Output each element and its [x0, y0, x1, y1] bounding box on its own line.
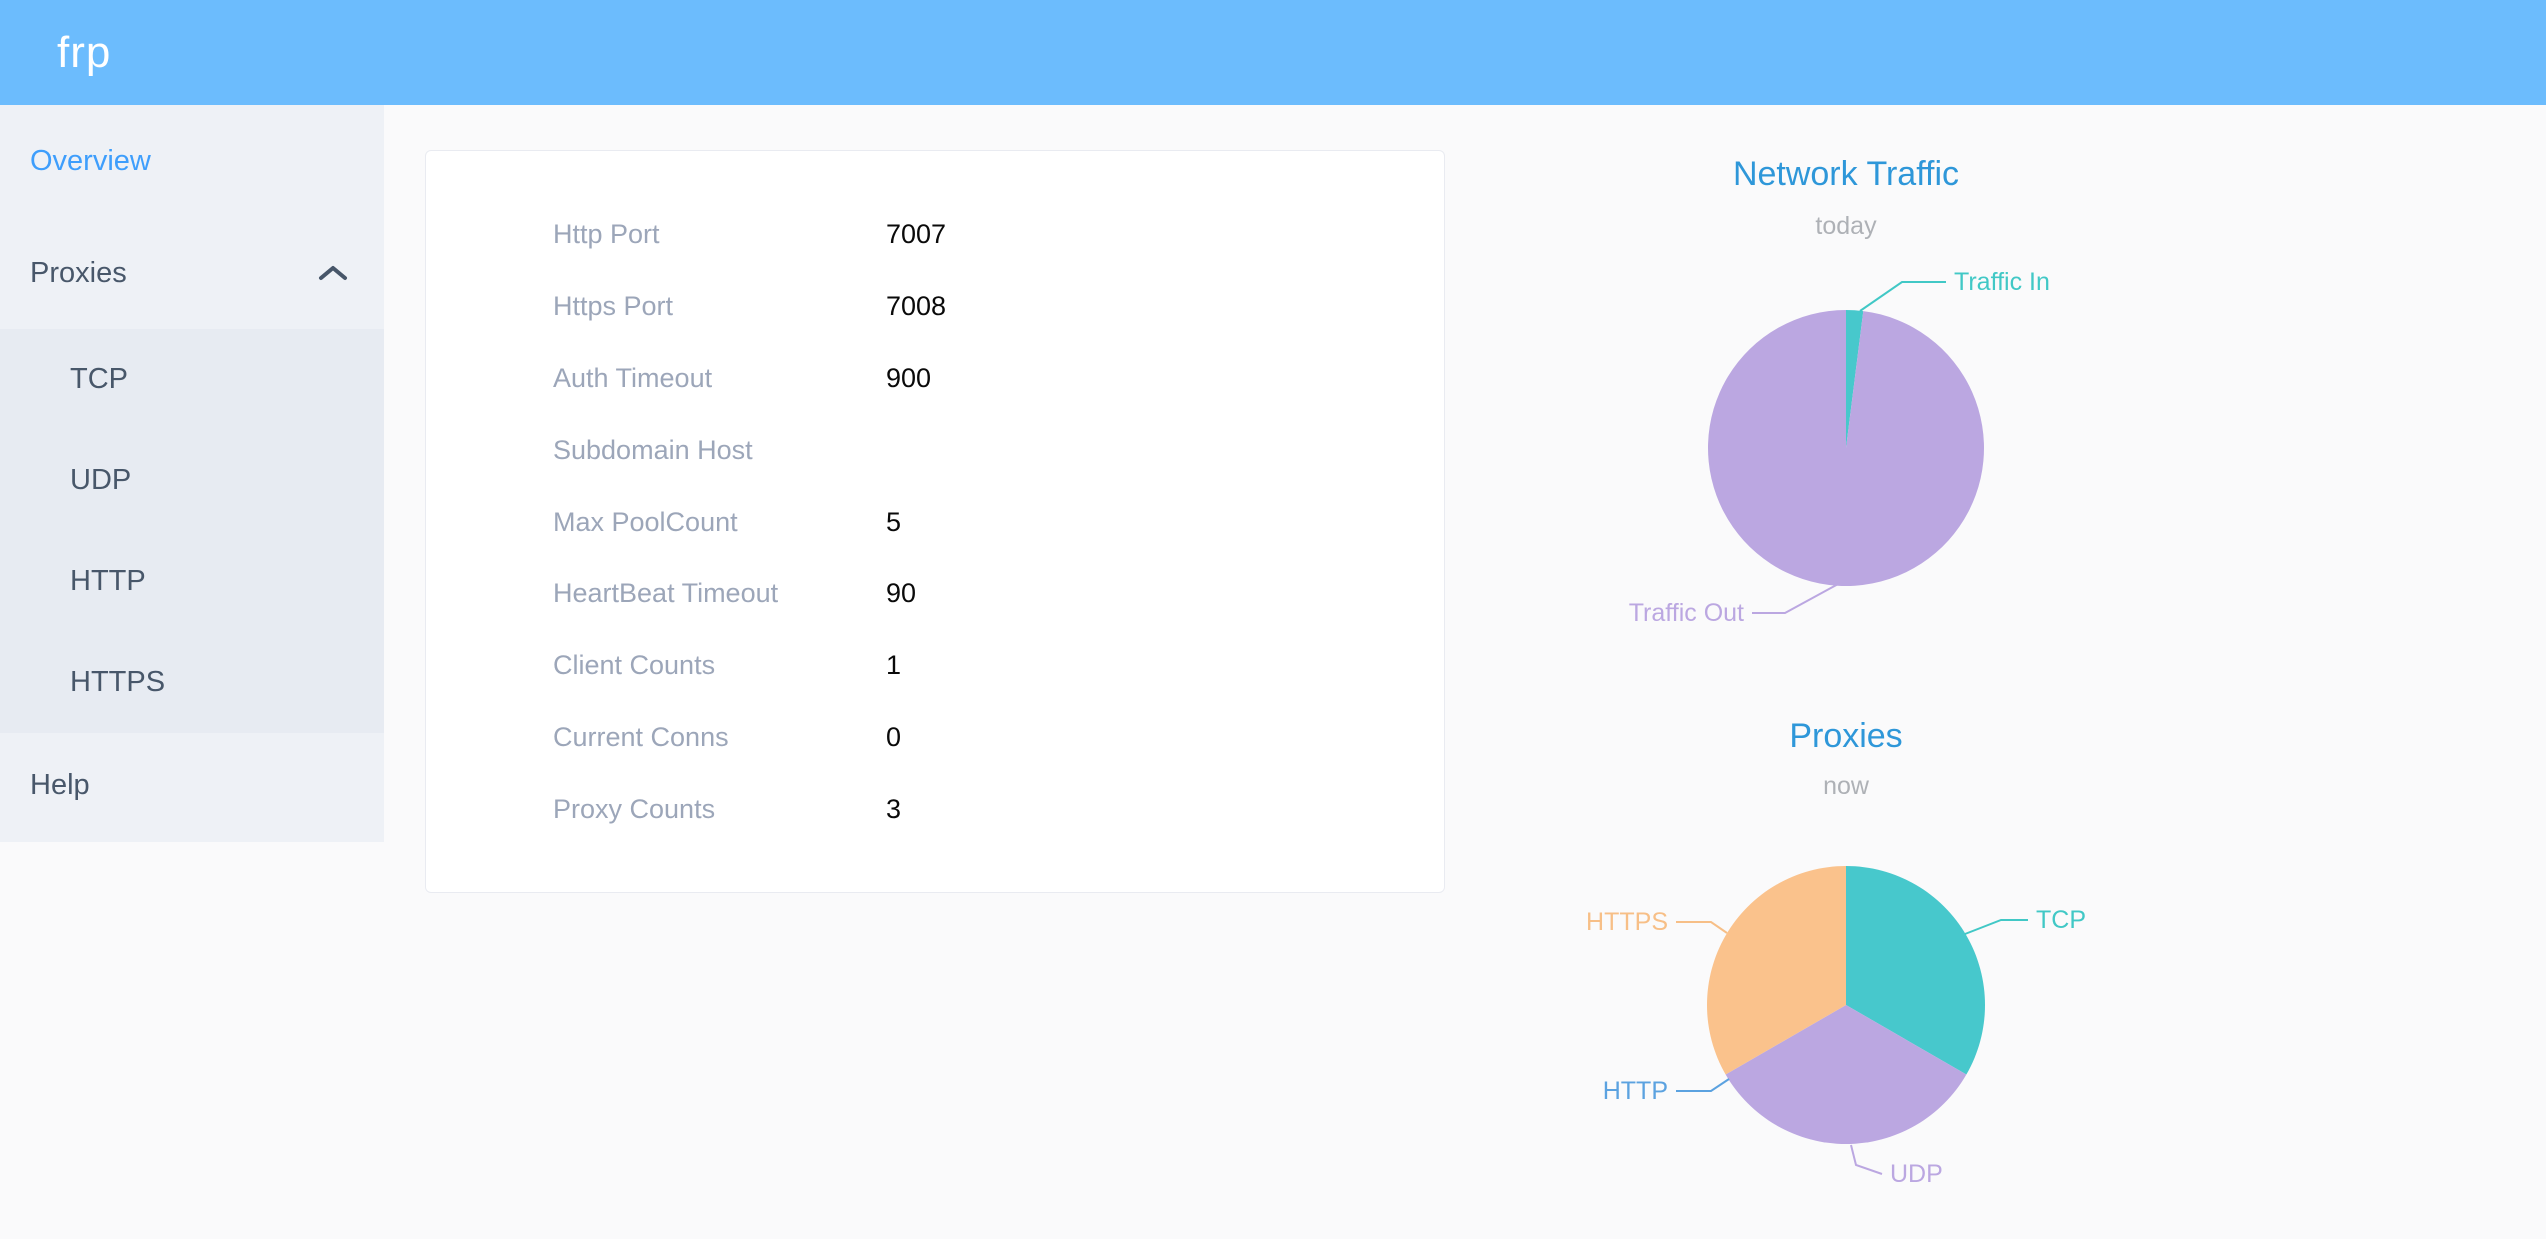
proxies-pie[interactable] [1707, 866, 1985, 1144]
info-label: Client Counts [553, 650, 716, 681]
chevron-up-icon [319, 266, 347, 280]
sidebar-item-http[interactable]: HTTP [0, 531, 384, 632]
info-label: Proxy Counts [553, 793, 716, 824]
pie-slice-traffic-out[interactable] [1708, 310, 1984, 586]
pie-slice-udp[interactable] [1725, 1005, 1967, 1144]
sidebar-item-label: HTTPS [70, 666, 166, 698]
info-label: Current Conns [553, 721, 729, 752]
info-row: Client Counts 1 [426, 630, 1444, 702]
tcp-label: TCP [2036, 906, 2086, 934]
info-value: 7008 [886, 291, 947, 322]
traffic-in-leader-line [1859, 281, 1946, 312]
info-row: HeartBeat Timeout 90 [426, 558, 1444, 630]
traffic-out-label: Traffic Out [1629, 599, 1744, 627]
sidebar-item-proxies[interactable]: Proxies [0, 217, 384, 329]
udp-leader-line [1850, 1144, 1883, 1175]
info-row: Https Port 7008 [426, 271, 1444, 343]
network-traffic-pie[interactable] [1708, 310, 1984, 586]
traffic-in-label: Traffic In [1954, 268, 2050, 296]
https-leader-line [1676, 921, 1728, 934]
pie-slice-traffic-in[interactable] [1846, 310, 1864, 448]
sidebar-item-label: UDP [70, 464, 132, 496]
https-label: HTTPS [1586, 908, 1668, 936]
info-value: 900 [886, 362, 932, 393]
info-value: 1 [886, 650, 902, 681]
proxies-title: Proxies [1789, 717, 1903, 755]
info-value: 90 [886, 578, 917, 609]
network-traffic-subtitle: today [1815, 212, 1877, 240]
pie-slice-https[interactable] [1707, 866, 1846, 1075]
network-traffic-title: Network Traffic [1732, 155, 1960, 193]
info-row: Max PoolCount 5 [426, 486, 1444, 558]
server-info-card: Http Port 7007 Https Port 7008 Auth Time… [425, 150, 1445, 893]
proxies-chart: TCP HTTPS HTTP UDP [1586, 866, 2086, 1188]
http-leader-line [1676, 1078, 1730, 1092]
sidebar-item-overview[interactable]: Overview [0, 105, 384, 217]
tcp-leader-line [1964, 919, 2028, 935]
network-traffic-chart: Traffic In Traffic Out [1629, 268, 2050, 627]
pie-slice-tcp[interactable] [1846, 866, 1985, 1075]
sidebar-item-help[interactable]: Help [0, 733, 384, 838]
sidebar-item-tcp[interactable]: TCP [0, 329, 384, 430]
info-label: Auth Timeout [553, 362, 713, 393]
info-row: Http Port 7007 [426, 199, 1444, 271]
sidebar-item-label: Overview [30, 144, 151, 177]
sidebar-item-label: HTTP [70, 565, 146, 597]
info-row: Auth Timeout 900 [426, 343, 1444, 415]
info-row: Proxy Counts 3 [426, 773, 1444, 845]
info-label: Subdomain Host [553, 434, 753, 465]
sidebar-item-label: TCP [70, 363, 128, 395]
info-label: Max PoolCount [553, 506, 738, 537]
sidebar-item-label: Proxies [30, 256, 127, 289]
info-label: Https Port [553, 291, 674, 322]
info-value: 7007 [886, 219, 947, 250]
udp-label: UDP [1890, 1160, 1943, 1188]
info-value: 3 [886, 793, 902, 824]
info-label: HeartBeat Timeout [553, 578, 779, 609]
traffic-out-leader-line [1752, 582, 1841, 614]
info-row: Subdomain Host [426, 414, 1444, 486]
app-header: frp [0, 0, 2546, 105]
charts-column: Network Traffic today Traffic In Traffic… [1496, 105, 2196, 1234]
info-label: Http Port [553, 219, 660, 250]
sidebar-item-label: Help [30, 769, 90, 801]
sidebar-item-https[interactable]: HTTPS [0, 632, 384, 733]
info-row: Current Conns 0 [426, 702, 1444, 774]
sidebar-item-udp[interactable]: UDP [0, 430, 384, 531]
info-value: 5 [886, 506, 902, 537]
proxies-submenu: TCP UDP HTTP HTTPS [0, 329, 384, 733]
app-logo: frp [57, 27, 112, 77]
proxies-subtitle: now [1823, 772, 1869, 800]
info-value: 0 [886, 721, 902, 752]
http-label: HTTP [1603, 1077, 1668, 1105]
sidebar: Overview Proxies TCP UDP HTTP HTTPS Help [0, 105, 384, 842]
